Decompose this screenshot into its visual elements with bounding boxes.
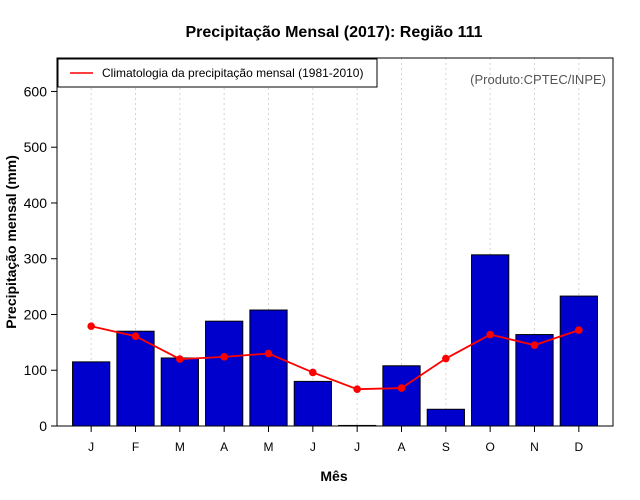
- y-tick-label: 300: [24, 251, 48, 267]
- x-tick-label: O: [485, 440, 494, 454]
- x-tick-label: A: [220, 440, 228, 454]
- x-tick-label: D: [574, 440, 583, 454]
- y-tick-label: 400: [24, 195, 48, 211]
- y-axis-label: Precipitação mensal (mm): [3, 155, 19, 329]
- climatology-point: [131, 332, 140, 341]
- climatology-point: [176, 355, 184, 363]
- x-tick-label: J: [354, 440, 360, 454]
- climatology-point: [575, 326, 583, 334]
- climatology-point: [486, 330, 494, 339]
- climatology-point: [353, 385, 361, 394]
- x-tick-label: A: [397, 440, 405, 454]
- legend: Climatologia da precipitação mensal (198…: [57, 58, 378, 88]
- bar-o-10: [471, 254, 510, 427]
- bar-s-9: [426, 408, 465, 427]
- x-tick-label: M: [264, 440, 274, 454]
- bar-d-12: [559, 295, 598, 427]
- x-tick-label: J: [310, 440, 316, 454]
- bar-f-2: [116, 330, 155, 427]
- climatology-point: [442, 354, 450, 363]
- climatology-point: [530, 341, 539, 349]
- x-tick-label: F: [132, 440, 139, 454]
- climatology-point: [87, 322, 95, 330]
- bar-m-3: [160, 357, 199, 427]
- y-tick-label: 600: [24, 83, 48, 99]
- y-tick-label: 500: [24, 139, 48, 155]
- x-axis-label: Mês: [320, 468, 347, 484]
- climatology-point: [264, 349, 273, 358]
- bar-a-4: [205, 320, 244, 427]
- bar-m-5: [249, 309, 288, 427]
- y-tick-label: 200: [24, 306, 48, 322]
- chart-title: Precipitação Mensal (2017): Região 111: [185, 24, 482, 41]
- x-tick-label: S: [442, 440, 450, 454]
- legend-label-climatology: Climatologia da precipitação mensal (198…: [102, 66, 363, 80]
- x-tick-label: M: [175, 440, 185, 454]
- y-tick-label: 0: [39, 418, 47, 434]
- bar-j-1: [72, 361, 111, 427]
- legend-box: [57, 58, 378, 88]
- x-tick-label: J: [88, 440, 94, 454]
- climatology-line-group: [87, 322, 583, 394]
- bar-a-8: [382, 365, 421, 427]
- climatology-line: [90, 325, 580, 391]
- climatology-point: [397, 384, 406, 392]
- climatology-point: [309, 368, 317, 377]
- x-tick-label: N: [530, 440, 539, 454]
- source-annotation: (Produto:CPTEC/INPE): [470, 72, 606, 87]
- y-axis: 0 100 200 300 400 500 600: [24, 83, 57, 434]
- bar-j-6: [293, 380, 332, 427]
- plot-frame: [56, 57, 614, 427]
- y-tick-label: 100: [24, 362, 48, 378]
- climatology-point: [220, 353, 228, 361]
- bars: [72, 254, 598, 427]
